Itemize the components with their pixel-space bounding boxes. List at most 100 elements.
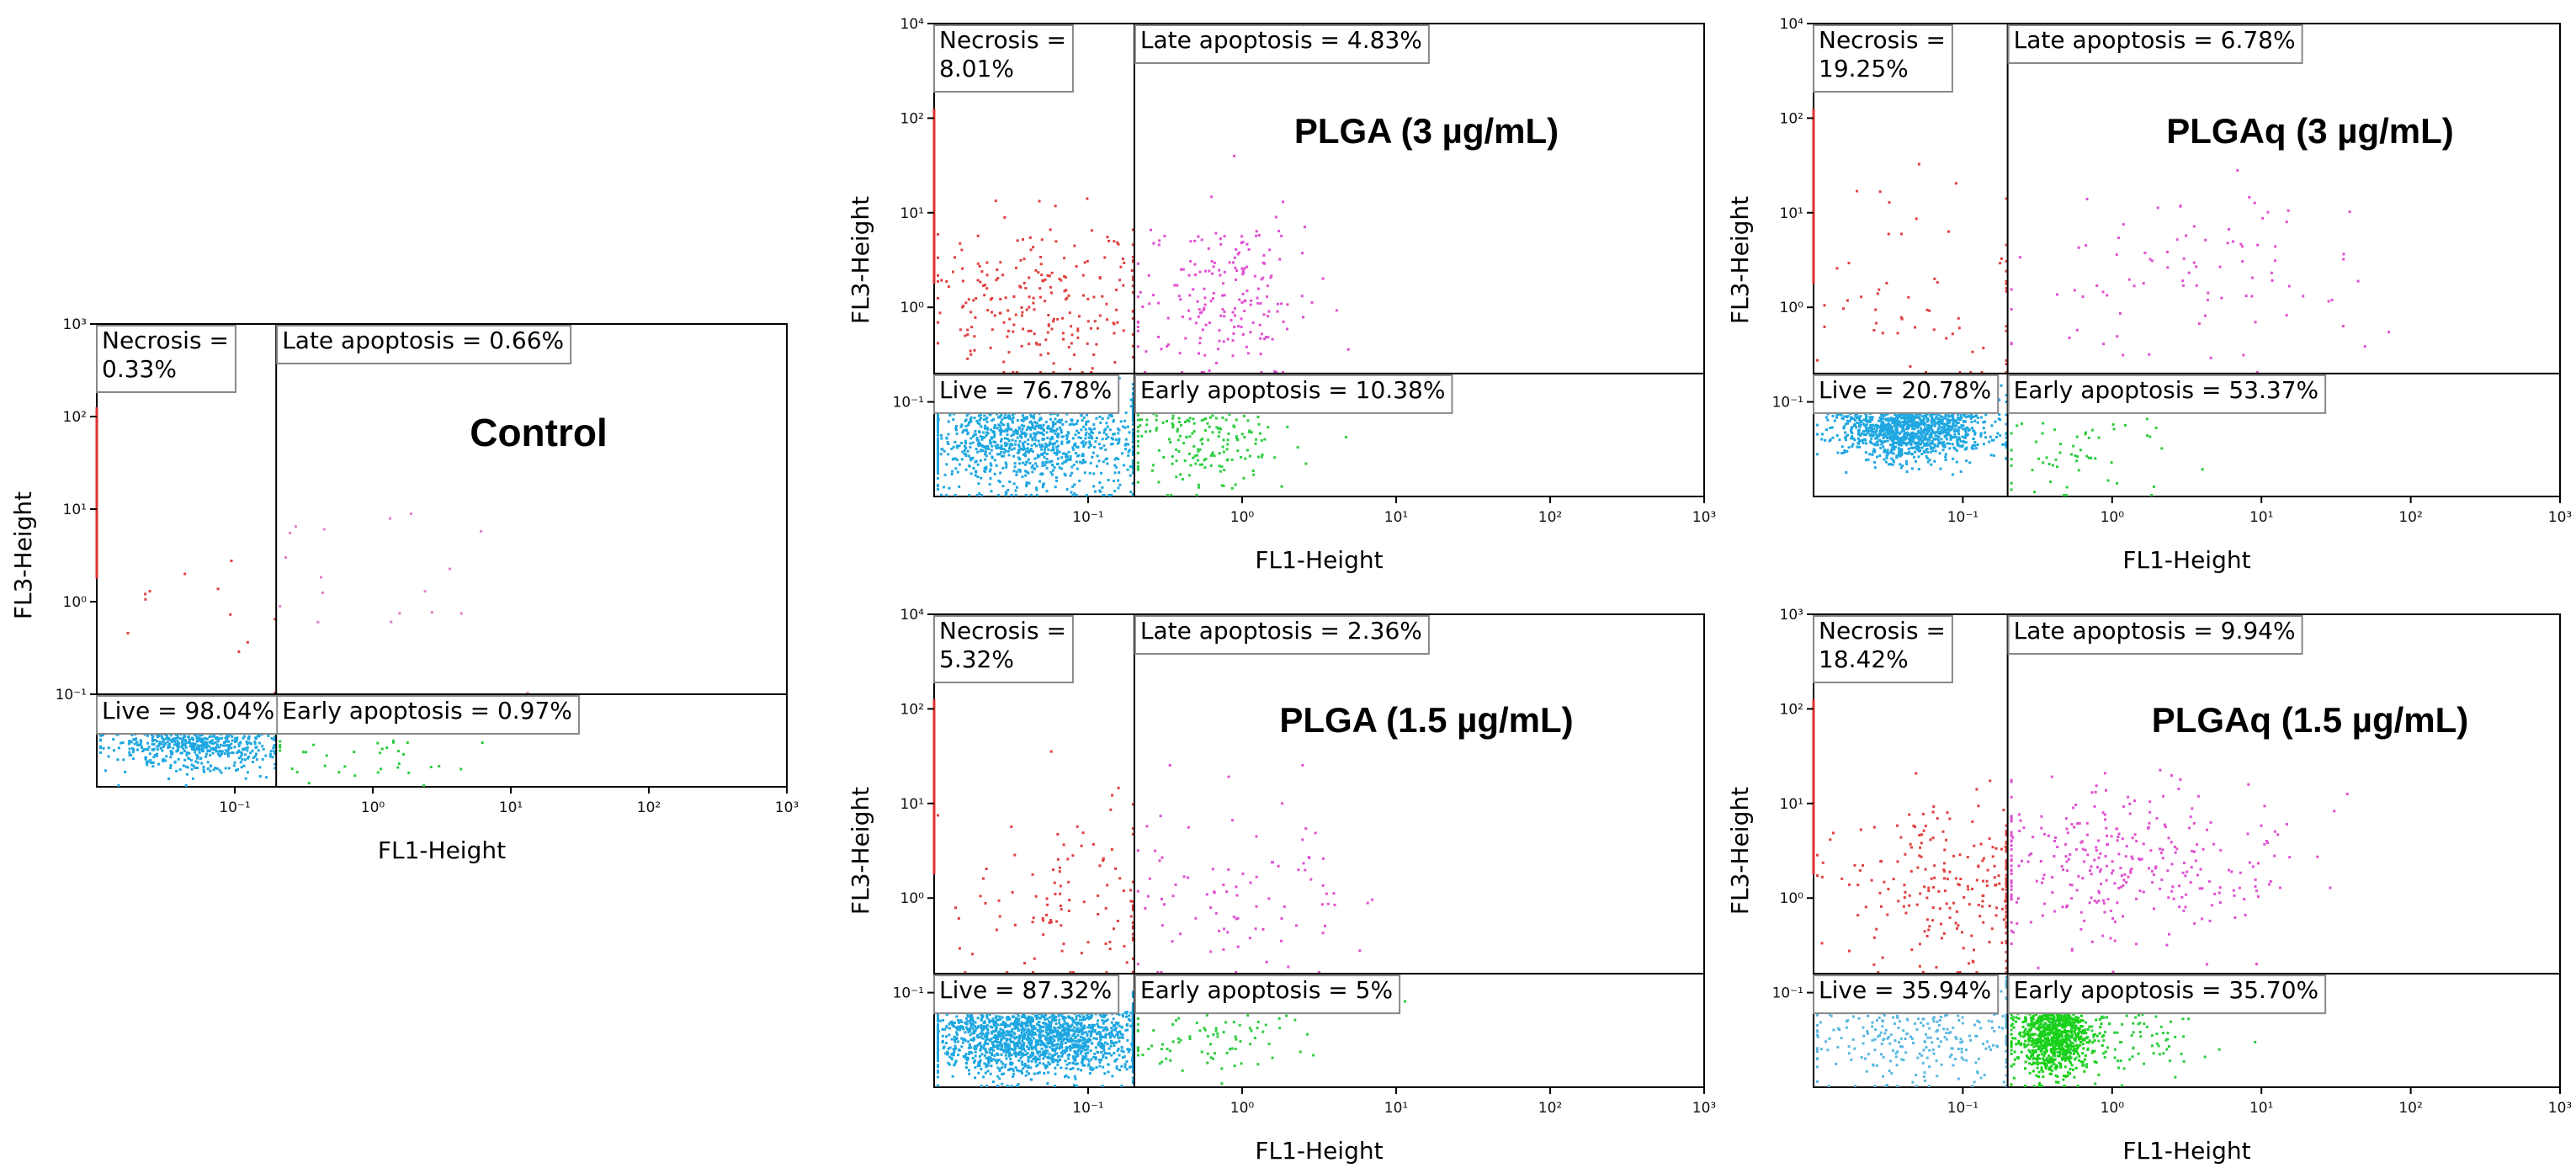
data-point (1930, 422, 1933, 425)
data-point (1954, 429, 1957, 433)
data-point (991, 430, 995, 433)
data-point (948, 413, 952, 417)
data-point (1027, 1021, 1030, 1024)
data-point (1020, 435, 1023, 438)
data-point (2106, 479, 2110, 482)
y-tick-label: 10⁴ (900, 16, 925, 33)
data-point (1073, 443, 1076, 447)
data-point (1043, 455, 1046, 459)
data-point (1908, 439, 1911, 443)
data-point (1088, 427, 1091, 430)
y-tick-label: 10¹ (63, 502, 87, 518)
data-point (1835, 267, 1839, 270)
data-point (985, 454, 988, 458)
data-point (192, 764, 195, 767)
data-point (1856, 441, 1860, 444)
data-point (937, 465, 939, 469)
data-point (1027, 458, 1030, 461)
data-point (951, 470, 954, 473)
data-point (1232, 261, 1235, 264)
data-point (1065, 453, 1068, 456)
data-point (959, 425, 963, 428)
data-point (2000, 257, 2003, 260)
data-point (1119, 1033, 1123, 1036)
data-point (1915, 447, 1918, 450)
data-point (1071, 437, 1075, 440)
data-point (1925, 412, 1928, 416)
data-point (1300, 295, 1304, 298)
data-point (1884, 434, 1888, 438)
data-point (1122, 284, 1125, 287)
data-point (1089, 1027, 1092, 1030)
data-point (979, 417, 982, 420)
data-point (1025, 481, 1028, 484)
data-point (229, 613, 232, 616)
data-point (158, 741, 162, 744)
data-point (192, 744, 195, 747)
data-point (1106, 462, 1109, 465)
necrosis-quadrant-label-box (1813, 24, 1953, 93)
data-point (1304, 226, 1306, 229)
data-point (964, 444, 966, 448)
data-point (1004, 461, 1007, 465)
data-point (1032, 1027, 1035, 1031)
data-point (1230, 458, 1234, 461)
data-point (1051, 421, 1054, 424)
data-point (1851, 432, 1854, 435)
data-point (1061, 1053, 1065, 1055)
data-point (237, 650, 241, 653)
data-point (1131, 428, 1134, 432)
data-point (1886, 437, 1889, 439)
data-point (2031, 469, 2034, 472)
data-point (1049, 429, 1053, 433)
data-point (1060, 442, 1064, 445)
data-point (279, 605, 282, 608)
data-point (1063, 257, 1066, 260)
data-point (1222, 438, 1225, 442)
data-point (173, 761, 177, 764)
data-point (1197, 459, 1200, 462)
data-point (2123, 424, 2127, 427)
data-point (1018, 1046, 1022, 1049)
data-point (1025, 485, 1028, 488)
data-point (1031, 1054, 1034, 1057)
data-point (2197, 322, 2201, 325)
data-point (1957, 433, 1960, 436)
data-point (1966, 426, 1969, 429)
data-point (948, 1022, 951, 1026)
data-point (2330, 299, 2334, 301)
data-point (1892, 460, 1895, 464)
data-point (1893, 422, 1897, 425)
data-point (1935, 438, 1938, 441)
data-point (1972, 429, 1975, 433)
data-point (1129, 1048, 1132, 1051)
data-point (1006, 425, 1010, 428)
data-point (1074, 1077, 1077, 1080)
data-point (1845, 435, 1848, 438)
data-point (230, 742, 233, 746)
data-point (1857, 431, 1861, 434)
data-point (1957, 444, 1961, 448)
data-point (1070, 1039, 1074, 1043)
data-point (1124, 411, 1128, 414)
data-point (1199, 438, 1203, 442)
data-point (226, 736, 229, 740)
data-point (187, 757, 190, 760)
data-point (1892, 444, 1895, 448)
data-point (1033, 443, 1036, 445)
x-tick-label: 10³ (775, 799, 799, 816)
data-point (937, 279, 939, 283)
data-point (196, 740, 199, 743)
data-point (1112, 1017, 1115, 1021)
data-point (993, 433, 996, 436)
data-point (1113, 361, 1117, 364)
data-point (993, 314, 996, 317)
data-point (1955, 419, 1957, 422)
data-point (1171, 462, 1174, 465)
data-point (1905, 416, 1909, 419)
data-point (1041, 464, 1044, 467)
data-point (961, 1041, 964, 1044)
data-point (993, 423, 996, 427)
data-point (939, 453, 943, 456)
data-point (974, 460, 977, 464)
